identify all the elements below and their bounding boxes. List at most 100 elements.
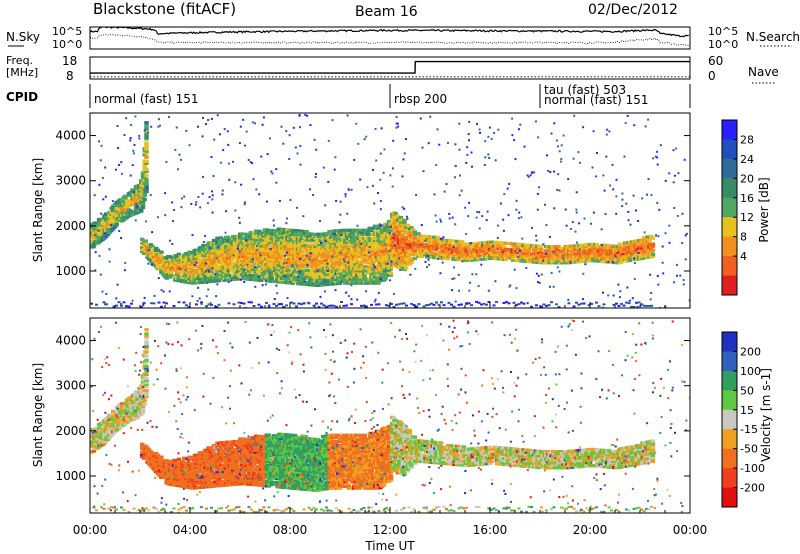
range-gate-cell <box>239 248 245 252</box>
range-gate-cell <box>239 278 242 281</box>
range-gate-cell <box>144 184 149 188</box>
range-gate-cell <box>246 271 252 275</box>
range-gate-cell <box>460 303 463 306</box>
range-gate-cell <box>267 267 273 271</box>
range-gate-cell <box>627 219 630 222</box>
range-gate-cell <box>180 197 183 200</box>
range-gate-cell <box>434 214 437 217</box>
range-gate-cell <box>572 256 577 260</box>
range-gate-cell <box>251 258 254 261</box>
range-gate-cell <box>271 263 276 267</box>
colorbar-tick-label: 28 <box>740 133 754 146</box>
range-gate-cell <box>374 256 377 259</box>
range-gate-cell <box>208 270 210 273</box>
range-gate-cell <box>656 275 659 277</box>
range-gate-cell <box>350 298 353 301</box>
range-gate-cell <box>365 230 371 234</box>
range-gate-cell <box>468 120 471 123</box>
range-gate-cell <box>147 245 152 249</box>
range-gate-cell <box>185 129 188 132</box>
range-gate-cell <box>615 248 621 253</box>
range-gate-cell <box>283 258 288 262</box>
range-gate-cell <box>260 250 266 254</box>
range-gate-cell <box>582 302 586 305</box>
range-gate-cell <box>556 266 559 269</box>
range-gate-cell <box>148 243 154 247</box>
range-gate-cell <box>423 247 428 251</box>
range-gate-cell <box>208 265 213 269</box>
range-gate-cell <box>124 261 127 264</box>
range-gate-cell <box>202 117 204 119</box>
range-gate-cell <box>258 193 261 196</box>
range-gate-cell <box>329 266 334 270</box>
range-gate-cell <box>424 240 427 242</box>
range-gate-cell <box>399 269 402 271</box>
range-gate-cell <box>144 127 149 131</box>
range-gate-cell <box>206 259 211 263</box>
range-gate-cell <box>432 303 436 306</box>
range-gate-cell <box>567 302 571 305</box>
range-gate-cell <box>564 208 567 211</box>
range-gate-cell <box>299 249 304 254</box>
range-gate-cell <box>240 183 243 186</box>
range-gate-cell <box>246 265 252 269</box>
range-gate-cell <box>210 247 215 251</box>
range-gate-cell <box>246 263 252 267</box>
range-gate-cell <box>248 273 253 277</box>
range-gate-cell <box>558 150 561 153</box>
range-gate-cell <box>102 224 107 228</box>
range-gate-cell <box>412 304 416 306</box>
range-gate-cell <box>285 266 290 271</box>
range-gate-cell <box>250 261 255 265</box>
range-gate-cell <box>320 241 322 244</box>
range-gate-cell <box>487 153 490 156</box>
range-gate-cell <box>355 275 358 278</box>
range-gate-cell <box>582 272 585 275</box>
range-gate-cell <box>617 244 622 248</box>
range-gate-cell <box>213 138 216 141</box>
range-gate-cell <box>500 243 505 247</box>
range-gate-cell <box>138 134 141 137</box>
range-gate-cell <box>261 284 264 287</box>
range-gate-cell <box>649 234 654 238</box>
range-gate-cell <box>109 224 112 227</box>
range-gate-cell <box>318 238 323 242</box>
range-gate-cell <box>650 254 656 258</box>
range-gate-cell <box>157 252 162 256</box>
range-gate-cell <box>155 248 161 252</box>
range-gate-cell <box>213 267 218 271</box>
range-gate-cell <box>488 126 491 129</box>
range-gate-cell <box>295 278 301 282</box>
range-gate-cell <box>622 245 628 249</box>
range-gate-cell <box>206 280 211 284</box>
range-gate-cell <box>209 247 212 250</box>
range-gate-cell <box>537 136 540 139</box>
range-gate-cell <box>552 259 558 263</box>
range-gate-cell <box>365 281 371 285</box>
range-gate-cell <box>520 301 523 304</box>
range-gate-cell <box>359 231 362 234</box>
range-gate-cell <box>461 260 464 263</box>
range-gate-cell <box>115 297 118 300</box>
range-gate-cell <box>506 187 509 190</box>
range-gate-cell <box>145 255 150 259</box>
range-gate-cell <box>157 258 162 262</box>
range-gate-cell <box>282 306 286 308</box>
range-gate-cell <box>199 206 202 209</box>
range-gate-cell <box>387 304 391 307</box>
range-gate-cell <box>285 275 290 279</box>
range-gate-cell <box>601 260 607 264</box>
range-gate-cell <box>673 207 676 209</box>
range-gate-cell <box>300 303 303 306</box>
range-gate-cell <box>267 234 273 238</box>
range-gate-cell <box>313 245 318 249</box>
range-gate-cell <box>232 160 234 163</box>
range-gate-cell <box>397 125 400 128</box>
range-gate-cell <box>168 265 173 269</box>
range-gate-cell <box>547 169 550 172</box>
range-gate-cell <box>213 255 218 259</box>
range-gate-cell <box>549 171 552 173</box>
range-gate-cell <box>351 240 357 245</box>
range-gate-cell <box>456 258 461 262</box>
